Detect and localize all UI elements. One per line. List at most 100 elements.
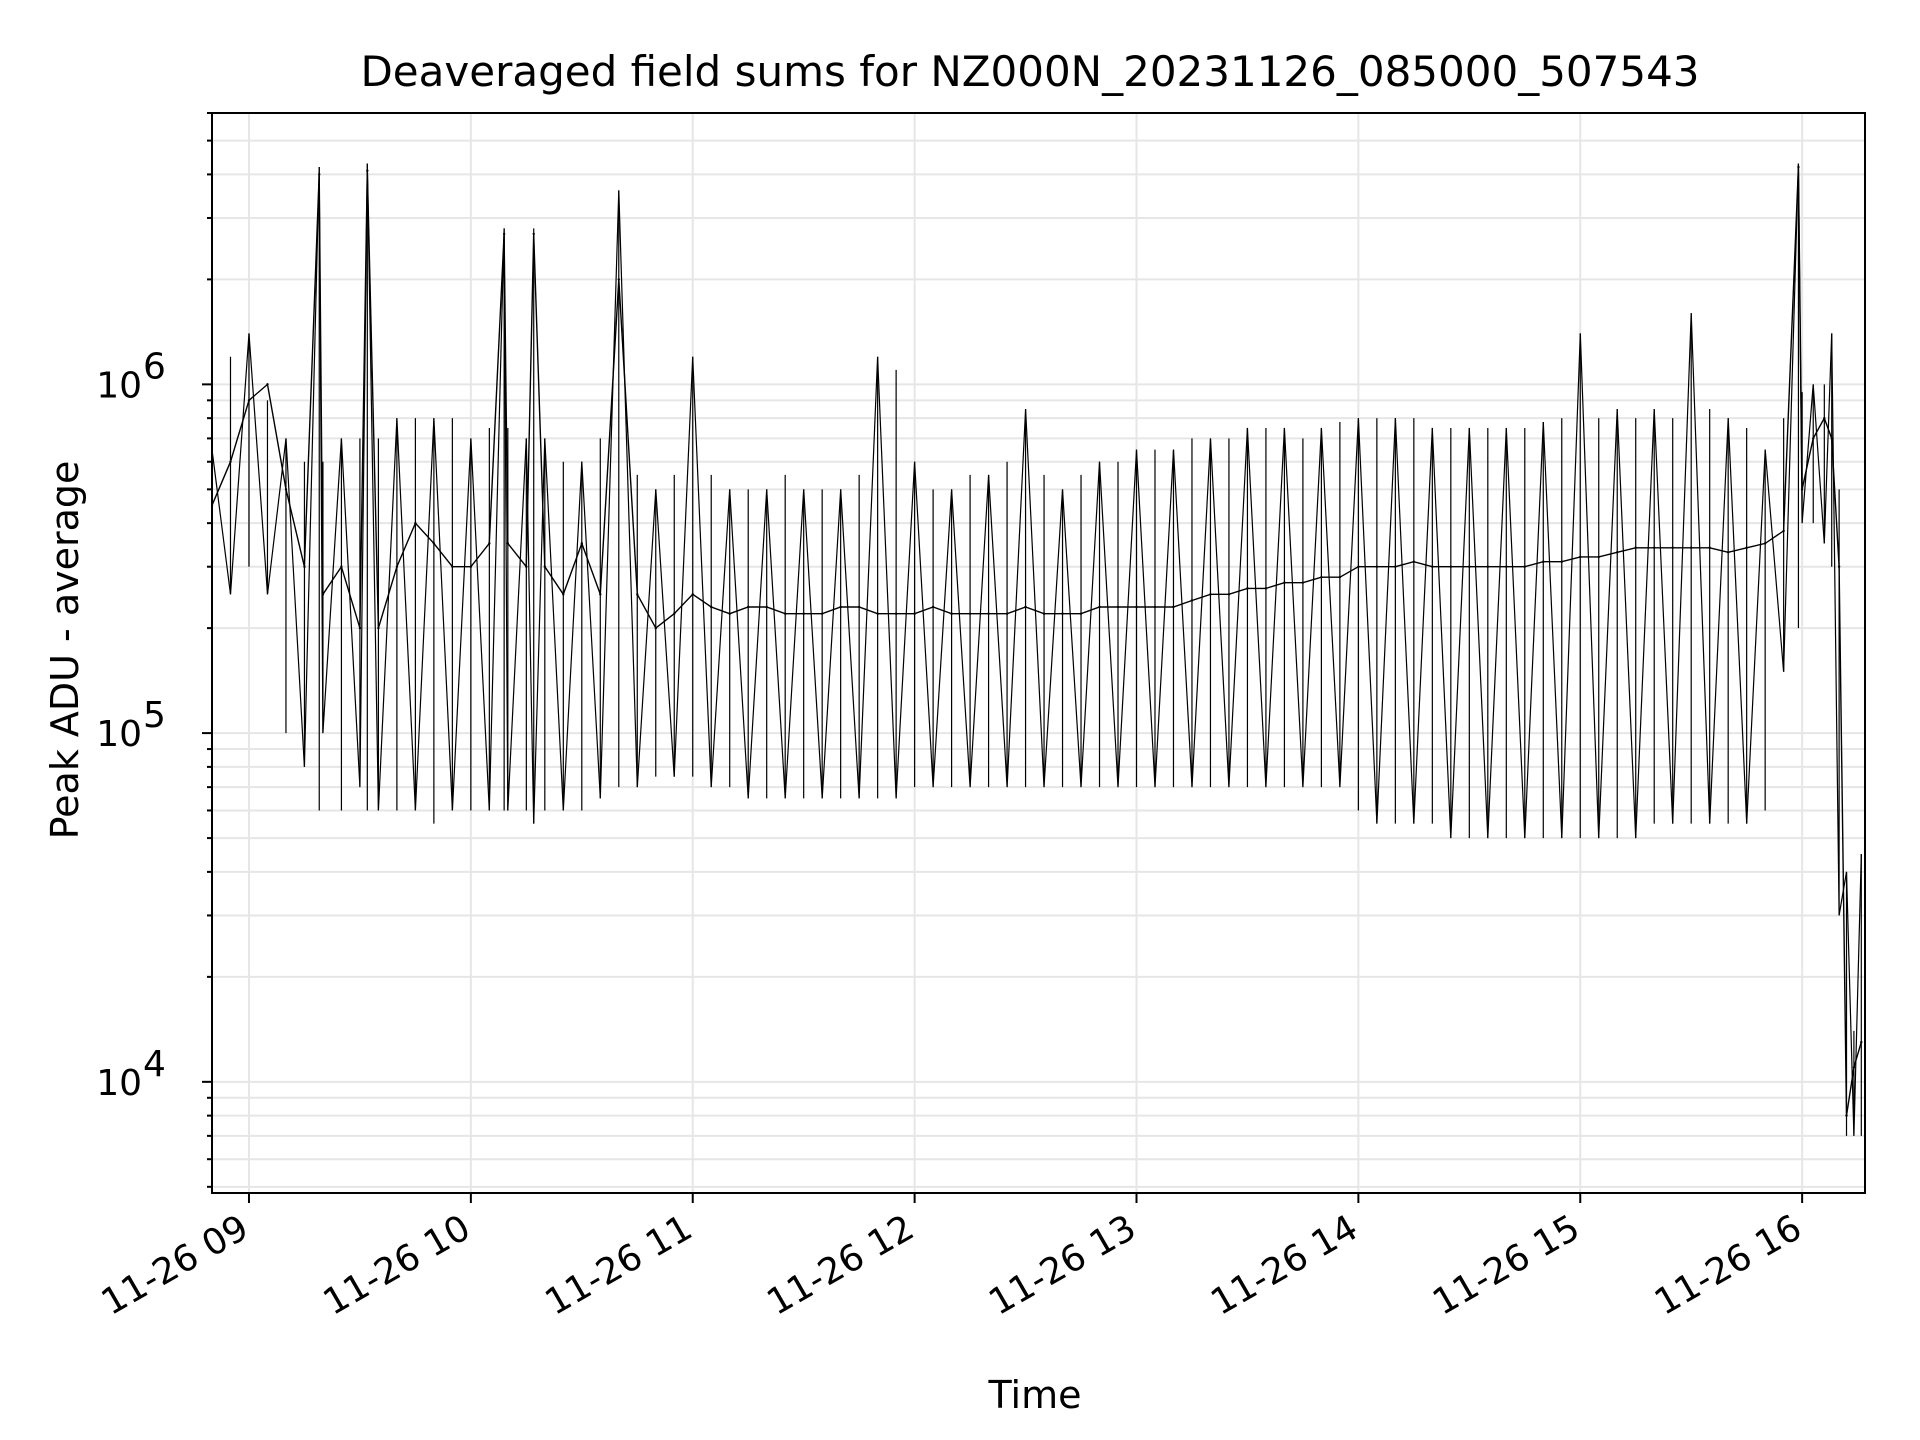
data-point xyxy=(377,626,380,630)
data-point xyxy=(710,605,713,609)
data-point xyxy=(395,565,399,568)
data-point xyxy=(1579,555,1582,559)
data-point xyxy=(1394,565,1397,568)
data-point xyxy=(1634,546,1637,549)
data-point xyxy=(525,565,528,568)
data-point xyxy=(950,612,953,615)
data-point xyxy=(894,612,898,615)
data-point xyxy=(931,605,935,609)
data-point xyxy=(1800,488,1804,491)
data-point xyxy=(636,593,639,596)
data-point xyxy=(1024,605,1027,609)
data-point xyxy=(1042,612,1046,615)
data-point xyxy=(340,565,343,568)
data-point xyxy=(913,612,916,615)
data-point xyxy=(1005,612,1009,615)
data-point xyxy=(987,612,990,615)
data-point xyxy=(1116,605,1120,609)
data-point xyxy=(1486,565,1490,568)
data-point xyxy=(1412,560,1416,563)
data-point xyxy=(876,612,879,615)
data-point xyxy=(506,542,510,545)
data-point xyxy=(414,521,417,525)
chart-title: Deaveraged field sums for NZ000N_2023112… xyxy=(360,47,1699,96)
data-point xyxy=(1812,437,1815,440)
data-point xyxy=(839,605,842,609)
data-point xyxy=(857,605,861,609)
data-point xyxy=(532,232,535,236)
data-point xyxy=(502,232,506,236)
data-point xyxy=(765,605,768,609)
data-point xyxy=(1560,560,1563,563)
data-point xyxy=(1745,546,1748,549)
data-point xyxy=(728,612,731,615)
data-point xyxy=(1227,593,1231,596)
data-point xyxy=(469,565,473,568)
data-point xyxy=(820,612,824,615)
y-tick-exponent: 6 xyxy=(143,346,166,387)
data-point xyxy=(691,593,694,596)
data-point xyxy=(284,488,288,491)
data-point xyxy=(1689,546,1693,549)
data-point xyxy=(1079,612,1083,615)
data-point xyxy=(229,460,232,463)
data-point xyxy=(562,593,565,596)
data-point xyxy=(673,612,676,615)
data-point xyxy=(1830,437,1833,440)
data-point xyxy=(1845,1114,1848,1117)
data-point xyxy=(366,169,369,172)
data-point xyxy=(1264,587,1268,590)
data-point xyxy=(358,626,362,630)
data-point xyxy=(303,565,306,568)
data-point xyxy=(1837,565,1841,568)
data-point xyxy=(1246,587,1249,590)
data-point xyxy=(1708,546,1711,549)
data-point xyxy=(1301,581,1305,584)
data-point xyxy=(1135,605,1138,609)
data-point xyxy=(580,542,583,545)
data-point xyxy=(968,612,972,615)
data-point xyxy=(247,399,251,402)
data-point xyxy=(1542,560,1545,563)
data-point xyxy=(1523,565,1526,568)
data-point xyxy=(1726,551,1730,554)
data-point xyxy=(1468,565,1471,568)
data-point xyxy=(1098,605,1101,609)
x-axis-label: Time xyxy=(988,1373,1082,1417)
series xyxy=(212,163,1863,1136)
data-point xyxy=(1283,581,1286,584)
y-axis-label: Peak ADU - average xyxy=(43,461,87,840)
data-point xyxy=(321,593,325,596)
data-point xyxy=(1431,565,1434,568)
data-point xyxy=(1860,1040,1863,1044)
y-tick-label: 10 5 xyxy=(96,695,166,755)
data-point xyxy=(1375,565,1379,568)
data-point xyxy=(1320,575,1323,579)
data-point xyxy=(1449,565,1453,568)
data-point xyxy=(1852,1066,1856,1069)
data-point xyxy=(654,626,657,630)
data-point xyxy=(1597,555,1600,559)
data-point xyxy=(1357,565,1360,568)
data-envelope-line xyxy=(212,163,1862,1136)
data-point xyxy=(617,278,620,281)
y-tick-base: 10 xyxy=(96,365,142,406)
data-point xyxy=(1782,529,1785,533)
data-point xyxy=(451,565,454,568)
y-tick-label: 10 6 xyxy=(96,346,166,406)
data-point xyxy=(1797,165,1800,169)
plot-area-frame xyxy=(211,112,1866,1194)
data-point xyxy=(783,612,787,615)
data-point xyxy=(1153,605,1157,609)
data-point xyxy=(1616,551,1619,554)
data-point xyxy=(266,383,269,386)
data-point xyxy=(1190,599,1194,602)
data-point xyxy=(599,593,602,596)
data-point xyxy=(1505,565,1508,568)
data-point xyxy=(1172,605,1175,609)
data-point xyxy=(1209,593,1212,596)
y-tick-label: 10 4 xyxy=(96,1044,166,1104)
